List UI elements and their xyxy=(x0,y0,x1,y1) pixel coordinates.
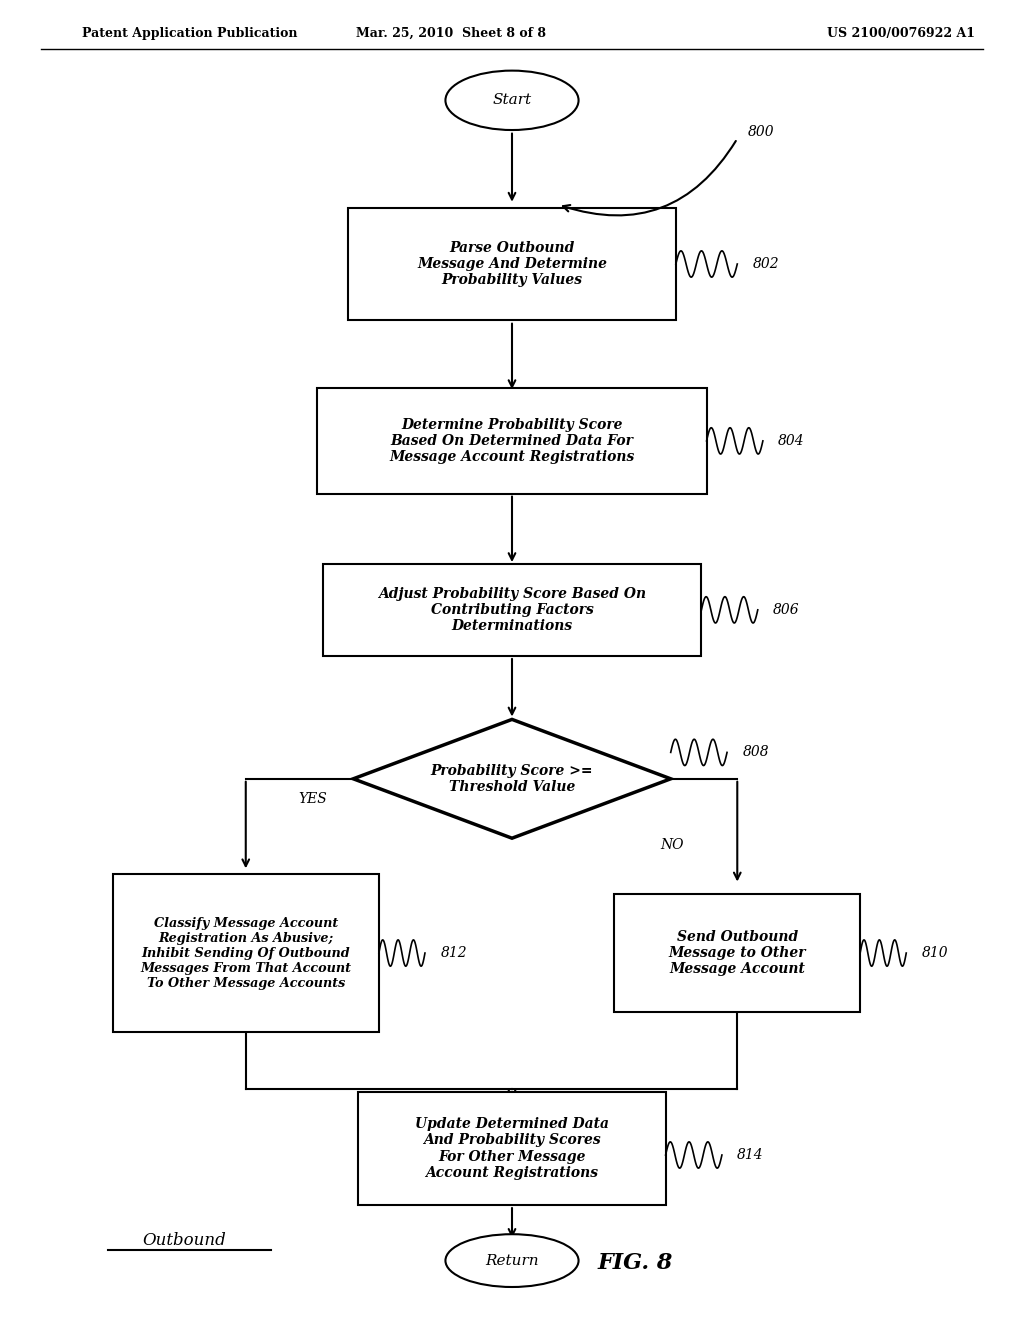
FancyBboxPatch shape xyxy=(358,1093,666,1204)
Text: 806: 806 xyxy=(773,603,800,616)
Text: 802: 802 xyxy=(753,257,779,271)
Ellipse shape xyxy=(445,70,579,131)
FancyBboxPatch shape xyxy=(113,874,379,1032)
Text: Outbound: Outbound xyxy=(142,1233,226,1249)
Text: Probability Score >=
Threshold Value: Probability Score >= Threshold Value xyxy=(431,764,593,793)
Polygon shape xyxy=(353,719,671,838)
Text: Mar. 25, 2010  Sheet 8 of 8: Mar. 25, 2010 Sheet 8 of 8 xyxy=(355,26,546,40)
Text: Send Outbound
Message to Other
Message Account: Send Outbound Message to Other Message A… xyxy=(669,929,806,977)
FancyBboxPatch shape xyxy=(348,207,676,319)
Text: Return: Return xyxy=(485,1254,539,1267)
Text: 804: 804 xyxy=(778,434,805,447)
FancyBboxPatch shape xyxy=(323,564,701,656)
Text: Update Determined Data
And Probability Scores
For Other Message
Account Registra: Update Determined Data And Probability S… xyxy=(415,1117,609,1180)
Text: Classify Message Account
Registration As Abusive;
Inhibit Sending Of Outbound
Me: Classify Message Account Registration As… xyxy=(140,916,351,990)
Text: 814: 814 xyxy=(737,1148,764,1162)
Text: 812: 812 xyxy=(440,946,467,960)
Text: NO: NO xyxy=(660,838,684,851)
Text: Adjust Probability Score Based On
Contributing Factors
Determinations: Adjust Probability Score Based On Contri… xyxy=(378,586,646,634)
Text: YES: YES xyxy=(298,792,327,805)
Text: Start: Start xyxy=(493,94,531,107)
Text: Patent Application Publication: Patent Application Publication xyxy=(82,26,297,40)
Ellipse shape xyxy=(445,1234,579,1287)
Text: FIG. 8: FIG. 8 xyxy=(597,1253,673,1274)
Text: Parse Outbound
Message And Determine
Probability Values: Parse Outbound Message And Determine Pro… xyxy=(417,240,607,288)
Text: 810: 810 xyxy=(922,946,948,960)
FancyBboxPatch shape xyxy=(317,388,707,494)
Text: 800: 800 xyxy=(748,125,774,139)
Text: 808: 808 xyxy=(742,746,769,759)
Text: US 2100/0076922 A1: US 2100/0076922 A1 xyxy=(827,26,975,40)
FancyBboxPatch shape xyxy=(614,894,860,1012)
Text: Determine Probability Score
Based On Determined Data For
Message Account Registr: Determine Probability Score Based On Det… xyxy=(389,417,635,465)
